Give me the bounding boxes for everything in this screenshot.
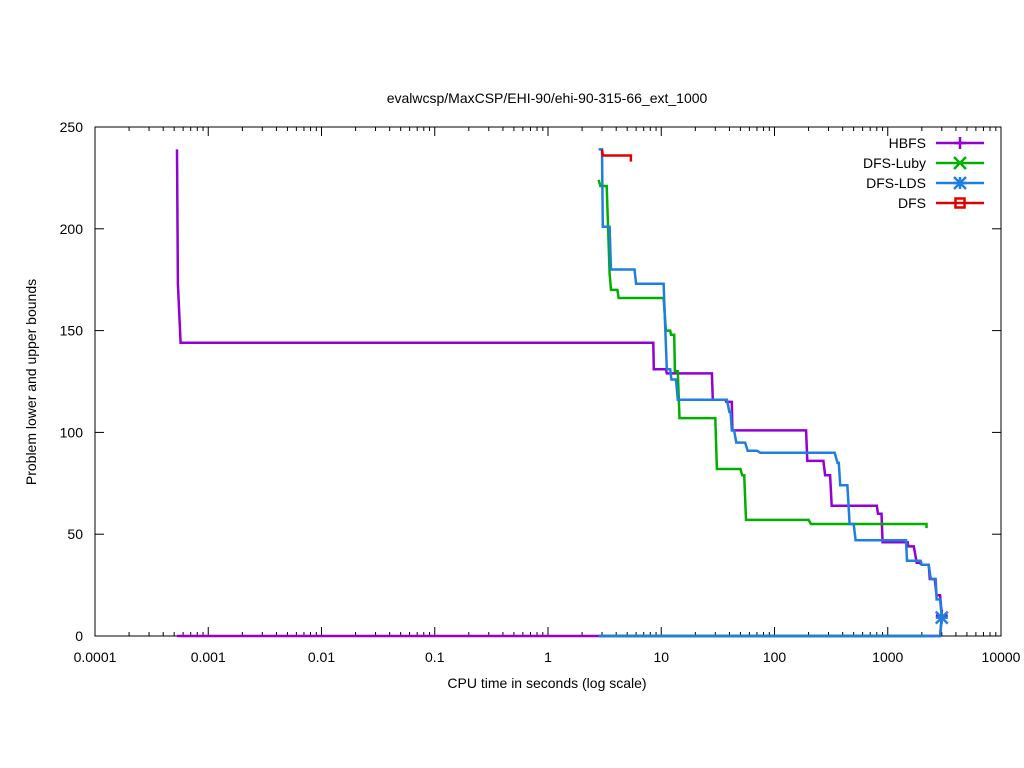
legend-label: DFS [898,195,926,211]
series-marker [934,610,949,625]
series-lower-bound-line [598,617,944,638]
series-marker [953,156,967,170]
series-marker [954,197,966,209]
y-tick-label: 50 [67,526,83,542]
x-tick-label: 10000 [982,649,1021,665]
series-lower-bound-line [177,615,944,638]
x-tick-label: 1 [544,649,552,665]
y-tick-label: 150 [60,323,84,339]
legend: HBFS DFS-Luby DFS-LDS DFS [863,135,984,211]
plot-axes: 0 50 100 150 200 250 0.0001 0.001 0.01 0.1 1 10 100 1… [60,119,1021,665]
series-upper-bound-line [598,148,944,618]
legend-label: HBFS [889,135,926,151]
y-tick-label: 100 [60,424,84,440]
series-upper-bound-line [600,149,633,162]
y-axis-label: Problem lower and upper bounds [23,279,39,485]
chart-title: evalwcsp/MaxCSP/EHI-90/ehi-90-315-66_ext… [387,90,708,106]
x-tick-label: 0.0001 [74,649,117,665]
x-axis-label: CPU time in seconds (log scale) [447,675,646,691]
plot-frame [94,126,1002,637]
x-tick-label: 1000 [872,649,903,665]
x-tick-label: 0.1 [425,649,445,665]
series-upper-bound-line [597,179,928,529]
series-marker [953,176,967,190]
y-tick-label: 200 [60,221,84,237]
legend-label: DFS-Luby [863,155,926,171]
x-tick-label: 100 [763,649,787,665]
series-marker [954,137,966,149]
y-tick-label: 250 [60,119,84,135]
x-tick-label: 10 [653,649,669,665]
plot-series [175,148,949,638]
legend-label: DFS-LDS [866,175,926,191]
y-tick-label: 0 [75,628,83,644]
x-tick-label: 0.01 [308,649,335,665]
series-upper-bound-line [175,149,944,616]
x-tick-label: 0.001 [191,649,226,665]
